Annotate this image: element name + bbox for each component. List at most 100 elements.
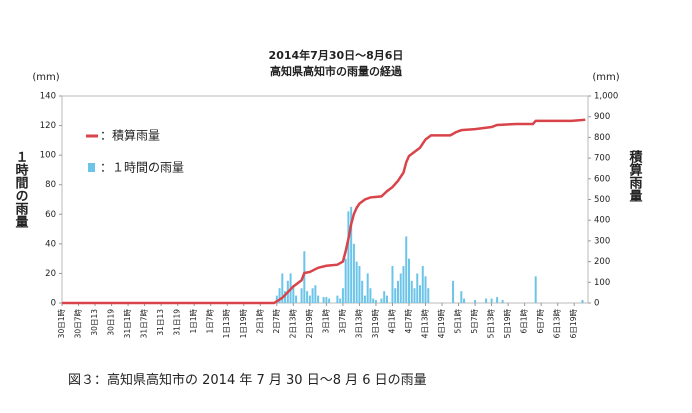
x-tick-label: 2日19時 [305, 309, 314, 339]
legend-label: ：積算雨量 [100, 128, 160, 143]
bar [325, 297, 328, 303]
y-tick-label: 40 [45, 239, 56, 249]
y-tick-label: 100 [40, 151, 56, 161]
x-tick-label: 30日7時 [74, 309, 83, 339]
x-tick-label: 31日13 [156, 309, 165, 336]
bar [385, 295, 388, 303]
x-tick-label: 5日19時 [503, 309, 512, 339]
x-tick-label: 5日13時 [487, 309, 496, 339]
x-tick-label: 2日1時 [255, 309, 264, 334]
bar [336, 295, 339, 303]
cumulative-line [62, 118, 586, 305]
bar [369, 288, 372, 303]
bar [350, 206, 353, 303]
bar [372, 298, 375, 303]
x-tick-label: 31日19 [173, 309, 182, 336]
x-tick-label: 31日1時 [123, 309, 132, 339]
y2-axis-label: 積算雨量 [627, 149, 644, 203]
x-tick-label: 1日19時 [239, 309, 248, 339]
caption: 図３：高知県高知市の 2014 年 7 月 30 日～8 月 6 日の雨量 [68, 372, 427, 388]
x-tick-label: 3日19時 [371, 309, 380, 339]
bar [275, 295, 278, 303]
bar [328, 298, 331, 303]
bar [281, 273, 284, 303]
bar [407, 258, 410, 303]
chart-title: 2014年7月30日～8月6日 [269, 48, 404, 62]
x-tick-label: 1日13時 [222, 309, 231, 339]
bar [405, 236, 408, 303]
y2-tick-label: 700 [594, 154, 610, 164]
y2-tick-label: 800 [594, 133, 610, 143]
y2-tick-label: 600 [594, 174, 610, 184]
y-tick-label: 20 [45, 269, 56, 279]
bar [303, 251, 306, 303]
x-tick-label: 6日19時 [569, 309, 578, 339]
bar [314, 285, 317, 303]
x-tick-label: 31日7時 [140, 309, 149, 339]
x-tick-label: 3日7時 [338, 309, 347, 334]
y2-tick-label: 1,000 [594, 92, 618, 102]
bar [413, 288, 416, 303]
x-tick-label: 4日19時 [437, 309, 446, 339]
bar [485, 298, 488, 303]
bar [496, 297, 499, 303]
bar [295, 295, 298, 303]
bar [399, 273, 402, 303]
y2-tick-label: 900 [594, 112, 610, 122]
y-tick-label: 60 [45, 210, 56, 220]
bar [534, 276, 537, 303]
bar [383, 291, 386, 303]
bar [363, 295, 366, 303]
bar [292, 285, 295, 303]
x-tick-label: 5日1時 [454, 309, 463, 334]
y2-tick-label: 300 [594, 236, 610, 246]
bar [366, 273, 369, 303]
y2-tick-label: 400 [594, 216, 610, 226]
bar [306, 291, 309, 303]
x-tick-label: 4日13時 [421, 309, 430, 339]
bar [416, 273, 419, 303]
x-tick-label: 4日7時 [404, 309, 413, 334]
bar [311, 288, 314, 303]
bar [581, 300, 584, 303]
bar [427, 288, 430, 303]
y-tick-label: 120 [40, 121, 56, 131]
y-tick-label: 140 [40, 92, 56, 102]
y2-tick-label: 500 [594, 195, 610, 205]
bar [396, 280, 399, 303]
x-tick-label: 4日1時 [387, 309, 396, 334]
bar [460, 291, 463, 303]
y2-unit: (mm) [592, 72, 619, 83]
bar [355, 261, 358, 303]
x-tick-label: 1日7時 [206, 309, 215, 334]
bar [352, 243, 355, 303]
x-tick-label: 2日13時 [288, 309, 297, 339]
legend-swatch [88, 163, 95, 172]
plot-frame [61, 95, 589, 304]
bar [410, 280, 413, 303]
bar [341, 288, 344, 303]
bar [322, 297, 325, 303]
y-unit: (mm) [32, 72, 59, 83]
bar [308, 295, 311, 303]
y-tick-label: 0 [51, 299, 56, 309]
legend-label: ：１時間の雨量 [100, 161, 184, 175]
bar [391, 266, 394, 303]
bar [374, 300, 377, 303]
y-axis-label: １時間の雨量 [13, 150, 29, 229]
x-tick-label: 2日7時 [272, 309, 281, 334]
x-tick-label: 6日1時 [520, 309, 529, 334]
bar [300, 288, 303, 303]
bar [501, 300, 504, 303]
bar [452, 280, 455, 303]
x-tick-label: 3日1時 [321, 309, 330, 334]
bar [490, 298, 493, 303]
y2-tick-label: 0 [594, 299, 599, 309]
x-tick-label: 6日7時 [536, 309, 545, 334]
bar [419, 285, 422, 303]
bar [317, 295, 320, 303]
chart-subtitle: 高知県高知市の雨量の経過 [270, 64, 403, 78]
x-tick-label: 6日13時 [553, 309, 562, 339]
x-tick-label: 30日19 [107, 309, 116, 336]
